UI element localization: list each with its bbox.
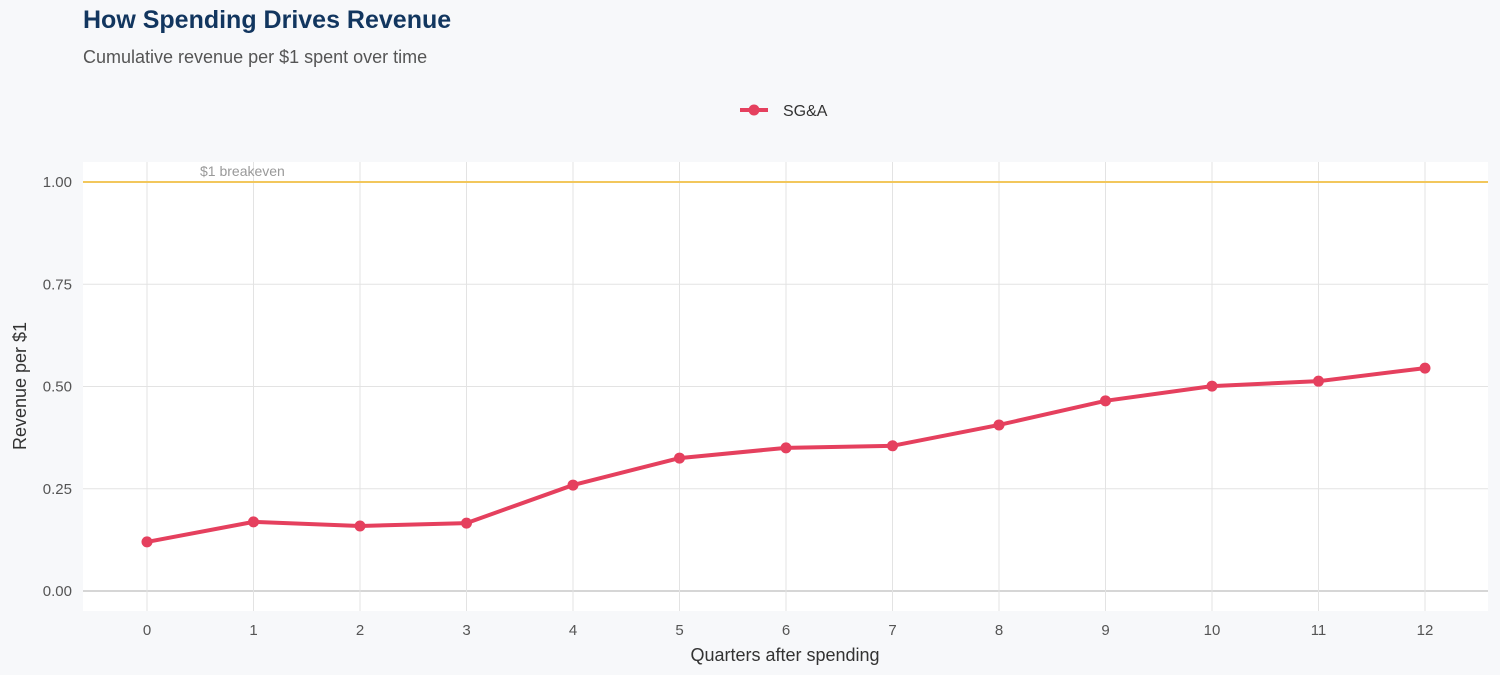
chart-subtitle: Cumulative revenue per $1 spent over tim… xyxy=(83,47,428,67)
x-tick-label: 4 xyxy=(569,622,577,639)
y-tick-label: 0.50 xyxy=(43,379,72,396)
chart-title: How Spending Drives Revenue xyxy=(83,6,452,34)
x-tick-label: 1 xyxy=(249,622,257,639)
x-tick-label: 6 xyxy=(782,622,790,639)
legend-label: SG&A xyxy=(783,103,828,120)
y-tick-label: 0.00 xyxy=(43,583,72,600)
y-axis-label: Revenue per $1 xyxy=(10,322,30,450)
x-axis-label: Quarters after spending xyxy=(690,645,879,665)
y-tick-label: 0.75 xyxy=(43,276,72,293)
data-point xyxy=(1206,380,1218,392)
data-point xyxy=(1419,362,1431,374)
x-tick-label: 12 xyxy=(1417,622,1434,639)
breakeven-label: $1 breakeven xyxy=(200,163,285,179)
data-point xyxy=(567,479,579,491)
y-tick-label: 1.00 xyxy=(43,174,72,191)
data-point xyxy=(780,442,792,454)
x-tick-label: 0 xyxy=(143,622,151,639)
legend-point-swatch xyxy=(748,104,760,116)
data-point xyxy=(993,419,1005,431)
x-tick-label: 10 xyxy=(1204,622,1221,639)
y-tick-label: 0.25 xyxy=(43,481,72,498)
data-point xyxy=(141,536,153,548)
x-tick-label: 7 xyxy=(888,622,896,639)
x-tick-label: 3 xyxy=(462,622,470,639)
data-point xyxy=(1100,395,1111,407)
data-point xyxy=(354,520,366,532)
x-tick-label: 5 xyxy=(675,622,683,639)
data-point xyxy=(674,452,685,464)
x-tick-label: 9 xyxy=(1101,622,1109,639)
x-tick-label: 11 xyxy=(1311,622,1327,639)
x-tick-label: 8 xyxy=(995,622,1003,639)
data-point xyxy=(1313,375,1324,387)
x-tick-label: 2 xyxy=(356,622,364,639)
data-point xyxy=(248,516,259,528)
data-point xyxy=(887,440,898,452)
data-point xyxy=(461,517,472,529)
